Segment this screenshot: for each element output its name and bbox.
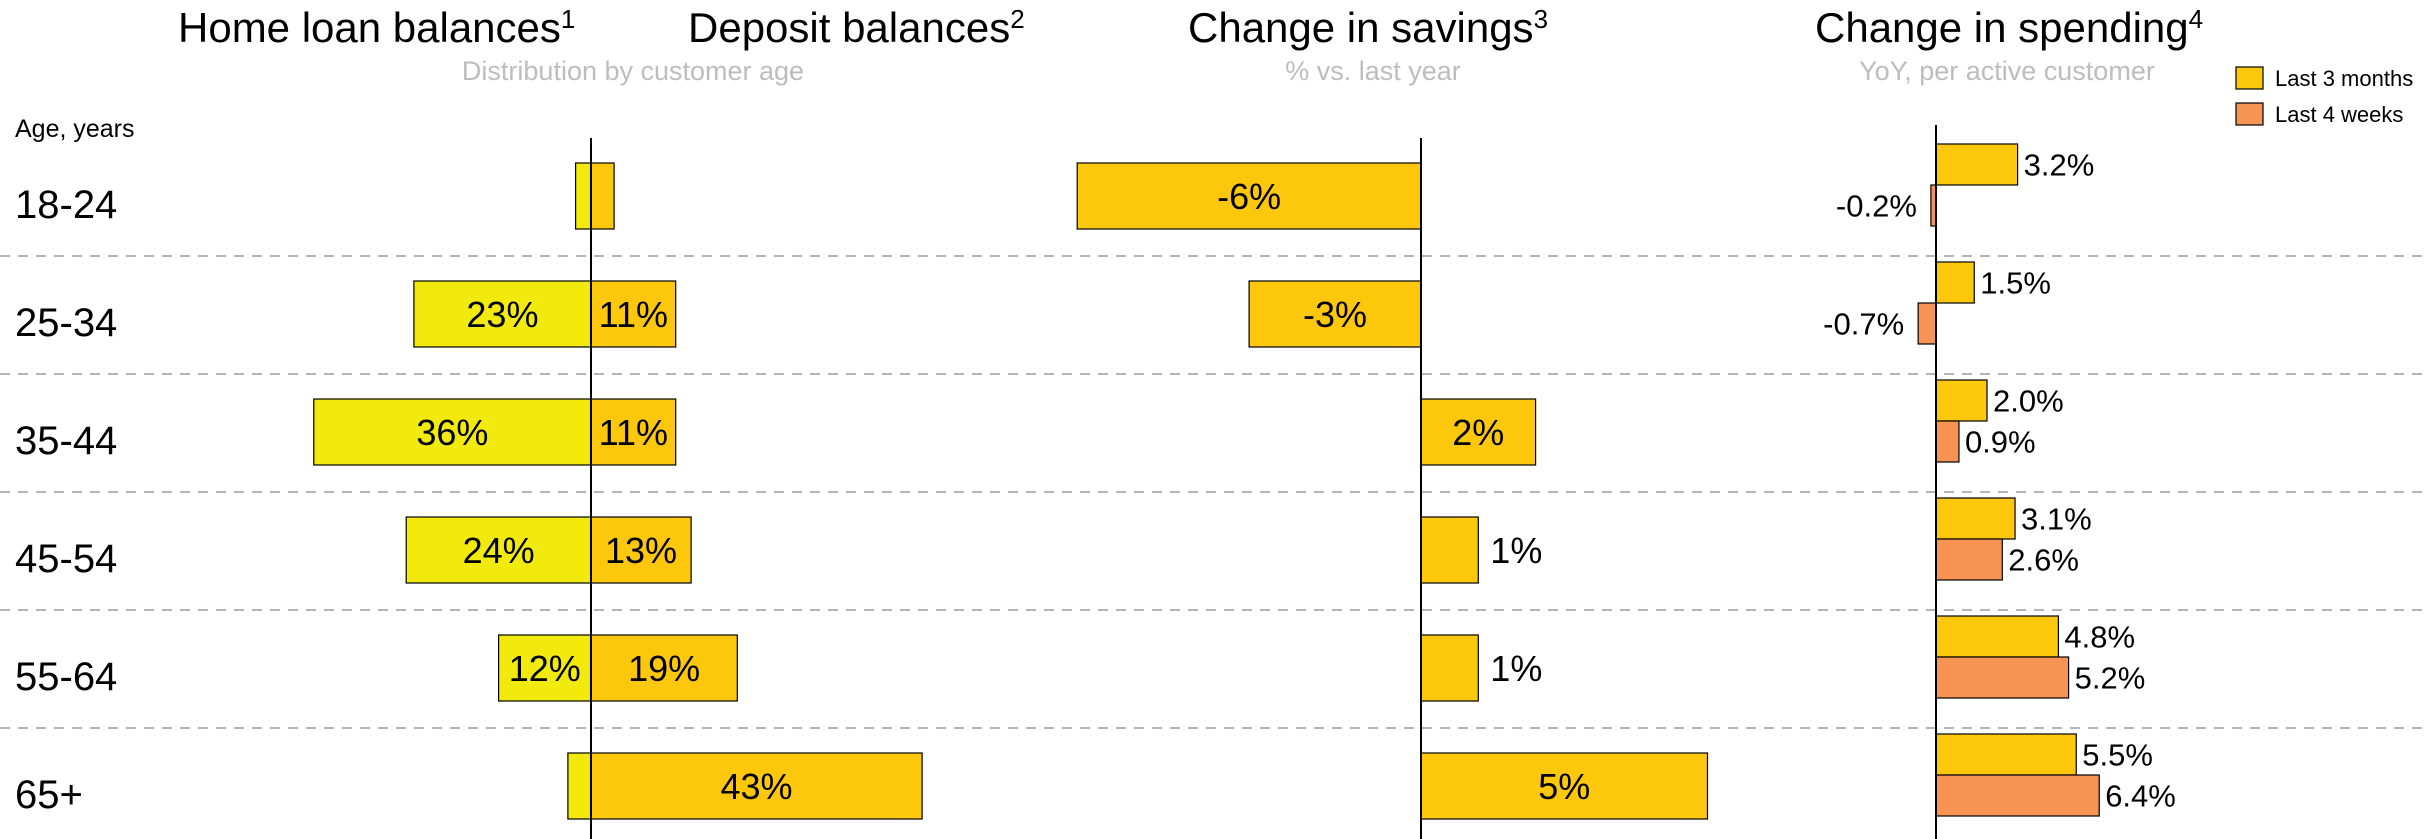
spending-title: Change in spending4 — [1815, 4, 2203, 51]
deposit-label-65-plus: 43% — [721, 766, 793, 807]
deposit-label-25-34: 11% — [599, 294, 668, 335]
savings-subtitle: % vs. last year — [1285, 56, 1461, 86]
last-4-weeks-bar-45-54 — [1935, 538, 2003, 581]
last-3-months-label-35-44: 2.0% — [1993, 384, 2064, 419]
savings-label-55-64: 1% — [1490, 648, 1542, 689]
home-loan-bar-65-plus — [567, 752, 592, 820]
home-loan-label-45-54: 24% — [463, 530, 535, 571]
row-label-25-34: 25-34 — [15, 301, 117, 345]
legend-swatch-last-3-months — [2235, 66, 2264, 90]
last-4-weeks-label-55-64: 5.2% — [2075, 661, 2146, 696]
home-loan-bar-35-44 — [313, 398, 592, 466]
deposit-title: Deposit balances2 — [688, 4, 1025, 51]
deposit-bar-45-54 — [590, 516, 692, 584]
savings-label-65-plus: 5% — [1538, 766, 1590, 807]
home-loan-label-35-44: 36% — [416, 412, 488, 453]
savings-label-25-34: -3% — [1303, 294, 1367, 335]
last-4-weeks-label-45-54: 2.6% — [2008, 543, 2079, 578]
savings-title: Change in savings3 — [1188, 4, 1548, 51]
legend-label-last-3-months: Last 3 months — [2275, 66, 2413, 91]
last-3-months-bar-55-64 — [1935, 615, 2060, 658]
savings-bar-18-24 — [1076, 162, 1422, 230]
last-4-weeks-bar-25-34 — [1917, 302, 1937, 345]
distribution-subtitle: Distribution by customer age — [462, 56, 804, 86]
legend-label-last-4-weeks: Last 4 weeks — [2275, 102, 2403, 127]
savings-bar-55-64 — [1420, 634, 1479, 702]
savings-label-45-54: 1% — [1490, 530, 1542, 571]
savings-bar-45-54 — [1420, 516, 1479, 584]
savings-bar-35-44 — [1420, 398, 1537, 466]
last-4-weeks-label-18-24: -0.2% — [1836, 189, 1917, 224]
row-label-18-24: 18-24 — [15, 183, 117, 227]
row-separators — [0, 255, 2425, 729]
deposit-bar-18-24 — [590, 162, 615, 230]
home-loan-bar-55-64 — [498, 634, 592, 702]
last-4-weeks-label-65-plus: 6.4% — [2105, 779, 2176, 814]
last-3-months-label-45-54: 3.1% — [2021, 502, 2092, 537]
row-labels: 18-24 25-34 35-44 45-54 55-64 65+ — [15, 183, 117, 817]
home-loan-bar-25-34 — [413, 280, 592, 348]
deposit-bar-35-44 — [590, 398, 677, 466]
savings-label-35-44: 2% — [1452, 412, 1504, 453]
home-loan-label-55-64: 12% — [509, 648, 581, 689]
row-label-65-plus: 65+ — [15, 773, 83, 817]
last-3-months-bar-25-34 — [1935, 261, 1975, 304]
deposit-label-55-64: 19% — [628, 648, 700, 689]
home-loan-label-25-34: 23% — [466, 294, 538, 335]
last-4-weeks-label-35-44: 0.9% — [1965, 425, 2036, 460]
baselines — [590, 125, 1937, 839]
last-3-months-label-25-34: 1.5% — [1980, 266, 2051, 301]
home-loan-bar-45-54 — [405, 516, 592, 584]
deposit-bar-65-plus — [590, 752, 923, 820]
legend-swatch-last-4-weeks — [2235, 102, 2264, 126]
age-axis-label: Age, years — [15, 115, 135, 143]
last-3-months-label-65-plus: 5.5% — [2082, 738, 2153, 773]
legend: Last 3 months Last 4 weeks — [2235, 66, 2413, 127]
last-4-weeks-bar-35-44 — [1935, 420, 1960, 463]
last-4-weeks-bar-65-plus — [1935, 774, 2100, 817]
deposit-label-35-44: 11% — [599, 412, 668, 453]
last-3-months-bar-35-44 — [1935, 379, 1988, 422]
spending-subtitle: YoY, per active customer — [1859, 56, 2155, 86]
savings-label-18-24: -6% — [1217, 176, 1281, 217]
last-4-weeks-label-25-34: -0.7% — [1823, 307, 1904, 342]
row-label-55-64: 55-64 — [15, 655, 117, 699]
savings-bar-25-34 — [1248, 280, 1422, 348]
bar-labels-layer: 23% 11% 36% 11% 24% 13% 12% 19% 43% -6% -3% 2% 1% 1% 5… — [416, 148, 2176, 814]
last-3-months-bar-18-24 — [1935, 143, 2019, 186]
row-label-35-44: 35-44 — [15, 419, 117, 463]
deposit-bar-55-64 — [590, 634, 738, 702]
last-3-months-bar-45-54 — [1935, 497, 2016, 540]
last-4-weeks-bar-55-64 — [1935, 656, 2070, 699]
row-label-45-54: 45-54 — [15, 537, 117, 581]
home-loan-bar-18-24 — [574, 162, 592, 230]
last-3-months-label-55-64: 4.8% — [2064, 620, 2135, 655]
last-3-months-label-18-24: 3.2% — [2024, 148, 2095, 183]
last-3-months-bar-65-plus — [1935, 733, 2077, 776]
home-loan-title: Home loan balances1 — [178, 4, 575, 51]
deposit-label-45-54: 13% — [605, 530, 677, 571]
bars-layer — [313, 143, 2100, 820]
